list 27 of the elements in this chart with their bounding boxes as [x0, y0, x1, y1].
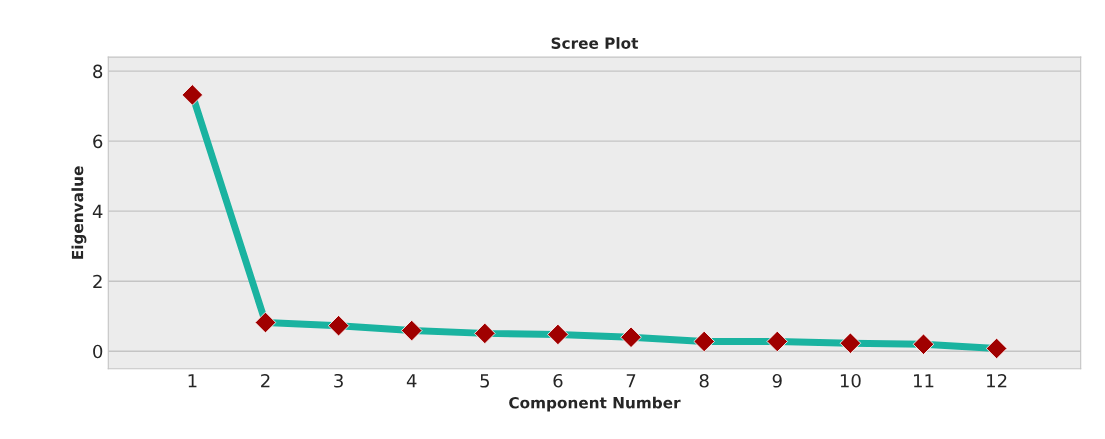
y-tick-label: 8: [93, 64, 103, 79]
x-tick-label: 10: [840, 373, 861, 388]
point: [766, 330, 788, 353]
x-axis-title: Component Number: [509, 396, 681, 412]
x-tick-label: 3: [334, 373, 343, 388]
x-tick-label: 2: [261, 373, 270, 388]
point: [254, 311, 277, 334]
y-tick-label: 4: [92, 204, 103, 219]
x-tick-label: 7: [626, 374, 636, 388]
y-tick-label: 2: [93, 274, 102, 289]
x-tick-label: 12: [987, 373, 1007, 388]
x-tick-label: 6: [553, 373, 563, 388]
x-tick-label: 1: [188, 374, 197, 388]
y-tick-label: 6: [93, 134, 103, 149]
point: [620, 326, 642, 348]
point: [912, 333, 935, 355]
x-tick-label: 9: [772, 373, 782, 388]
y-tick-label: 0: [93, 344, 103, 359]
x-tick-label: 11: [913, 374, 934, 388]
x-tick-label: 8: [699, 373, 709, 388]
point: [400, 319, 423, 342]
point: [985, 337, 1008, 360]
point: [327, 314, 350, 337]
x-tick-label: 4: [406, 374, 417, 388]
y-axis-title: Eigenvalue: [71, 166, 87, 259]
x-tick-label: 5: [480, 374, 489, 388]
chart-title: Scree Plot: [551, 37, 639, 49]
